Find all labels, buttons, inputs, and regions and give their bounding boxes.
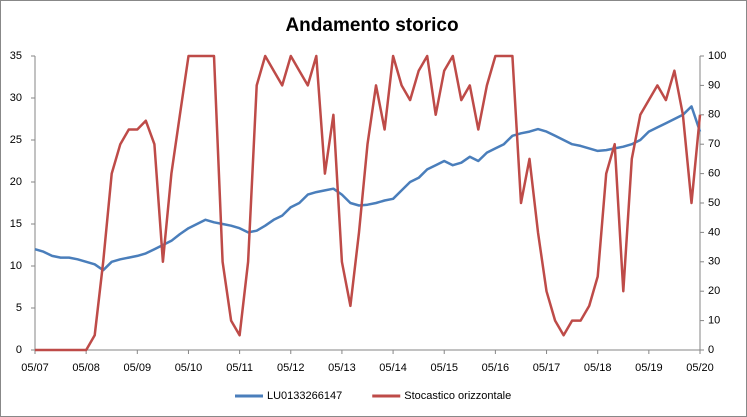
y2-tick-label: 80 [708,109,720,121]
y2-tick-label: 10 [708,315,720,327]
x-tick-label: 05/14 [379,362,407,374]
legend-label: Stocastico orizzontale [404,390,511,402]
legend-label: LU0133266147 [267,390,342,402]
x-tick-label: 05/13 [328,362,356,374]
x-tick-label: 05/15 [430,362,458,374]
y-tick-label: 5 [16,302,22,314]
y-tick-label: 30 [10,92,22,104]
y-tick-label: 35 [10,50,22,62]
x-tick-label: 05/08 [72,362,100,374]
x-tick-label: 05/10 [175,362,203,374]
x-tick-label: 05/11 [226,362,253,374]
y2-tick-label: 40 [708,226,720,238]
y2-tick-label: 90 [708,79,720,91]
y-tick-label: 10 [10,260,22,272]
y2-tick-label: 50 [708,197,720,209]
y2-tick-label: 0 [708,344,714,356]
y-tick-label: 20 [10,176,22,188]
x-tick-label: 05/16 [482,362,510,374]
y2-tick-label: 30 [708,256,720,268]
x-tick-label: 05/12 [277,362,305,374]
y2-tick-label: 60 [708,168,720,180]
series-line [35,54,702,352]
x-tick-label: 05/20 [686,362,714,374]
x-tick-label: 05/09 [124,362,152,374]
x-tick-label: 05/18 [584,362,612,374]
x-tick-label: 05/07 [21,362,49,374]
y2-tick-label: 20 [708,285,720,297]
y-tick-label: 15 [10,218,22,230]
chart-title: Andamento storico [285,15,458,36]
series-line [34,105,702,272]
y-tick-label: 0 [16,344,22,356]
y-tick-label: 25 [10,134,22,146]
x-tick-label: 05/17 [533,362,561,374]
y2-tick-label: 70 [708,138,720,150]
x-tick-label: 05/19 [635,362,663,374]
y2-tick-label: 100 [708,50,726,62]
